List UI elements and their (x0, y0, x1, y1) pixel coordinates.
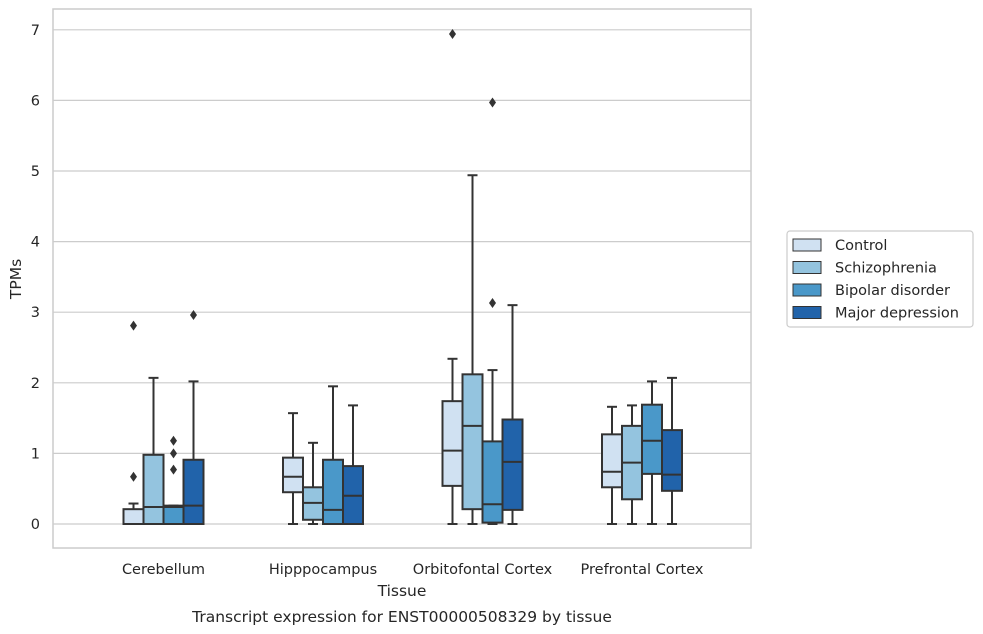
legend-swatch (792, 261, 822, 274)
box-bipolar-disorder (322, 385, 344, 525)
outlier-point (489, 298, 496, 309)
legend: Control Schizophrenia Bipolar disorder Majo… (786, 230, 974, 328)
gridlines (53, 29, 751, 525)
x-tick-label: Orbitofontal Cortex (413, 562, 553, 578)
legend-swatch (792, 306, 822, 319)
x-tick-label: Hipppocampus (269, 562, 377, 578)
box-schizophrenia (302, 441, 324, 525)
box (282, 456, 304, 494)
box-major-depression (342, 404, 364, 525)
box-control (441, 29, 464, 525)
outlier-point (489, 97, 496, 108)
legend-label: Bipolar disorder (835, 283, 950, 299)
y-axis-label: TPMs (7, 259, 25, 300)
legend-label: Major depression (835, 306, 959, 322)
legend-frame (786, 230, 974, 328)
outlier-point (449, 29, 456, 40)
box (182, 458, 205, 525)
box (441, 400, 464, 487)
outlier-point (170, 448, 177, 459)
x-axis-label: Tissue (377, 582, 427, 600)
y-tick-label: 5 (31, 164, 40, 180)
outlier-point (170, 435, 177, 446)
legend-swatch (792, 238, 822, 252)
y-tick-label: 1 (31, 446, 40, 462)
y-tick-label: 3 (31, 305, 40, 321)
y-tick-label: 6 (31, 93, 40, 109)
box-control (282, 412, 304, 525)
box-schizophrenia (461, 174, 484, 525)
legend-swatch (792, 283, 822, 297)
outlier-point (190, 310, 197, 321)
x-tick-label: Prefrontal Cortex (581, 562, 704, 578)
box (461, 373, 484, 511)
box (601, 433, 623, 489)
y-axis-ticks: 0 1 2 3 4 5 6 7 (31, 23, 40, 533)
plot-frame (52, 8, 752, 549)
box (122, 508, 145, 526)
box (481, 440, 504, 524)
chart-caption: Transcript expression for ENST0000050832… (191, 608, 612, 626)
y-tick-label: 7 (31, 23, 40, 39)
box (641, 403, 663, 475)
box (501, 418, 524, 511)
box (142, 453, 165, 526)
box-major-depression (501, 304, 524, 525)
outlier-point (130, 471, 137, 482)
outlier-point (170, 464, 177, 475)
box-bipolar-disorder (481, 97, 504, 525)
box-schizophrenia (142, 376, 165, 526)
legend-label: Control (835, 238, 887, 254)
legend-label: Schizophrenia (835, 261, 937, 277)
box-control (601, 405, 623, 525)
box (661, 429, 683, 492)
box-plot-area (122, 29, 683, 526)
outlier-point (130, 320, 137, 331)
box-major-depression (182, 310, 205, 525)
box-bipolar-disorder (162, 435, 185, 526)
x-tick-label: Cerebellum (122, 562, 205, 578)
box-control (122, 320, 145, 526)
y-tick-label: 2 (31, 376, 40, 392)
box-bipolar-disorder (641, 380, 663, 525)
box (322, 458, 344, 525)
x-axis-ticks: Cerebellum Hipppocampus Orbitofontal Corte… (122, 562, 704, 578)
box-schizophrenia (621, 404, 643, 525)
y-tick-label: 4 (31, 235, 40, 251)
y-tick-label: 0 (31, 517, 40, 533)
box-major-depression (661, 376, 683, 525)
box (162, 504, 185, 526)
